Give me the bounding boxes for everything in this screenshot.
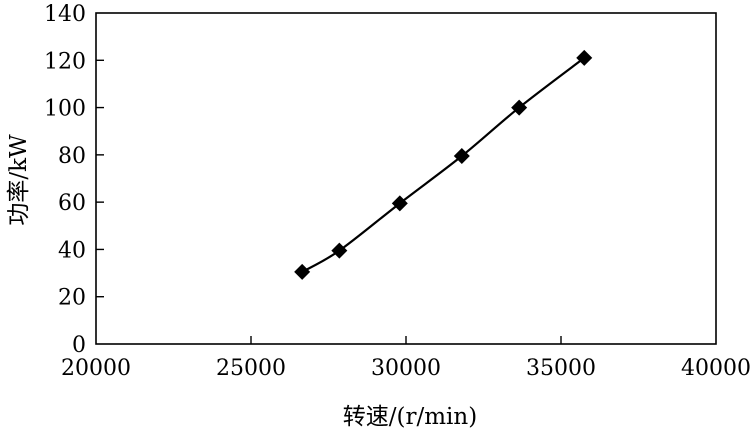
y-tick-label: 40 bbox=[58, 238, 86, 263]
y-axis-label: 功率/kW bbox=[6, 134, 32, 226]
data-point-marker bbox=[391, 195, 408, 212]
y-tick-label: 80 bbox=[58, 144, 86, 169]
y-axis-ticks: 0 20 40 60 80 100 120 140 bbox=[44, 2, 104, 358]
data-point-marker bbox=[331, 242, 348, 259]
data-point-marker bbox=[294, 263, 311, 280]
x-axis-label: 转速/(r/min) bbox=[343, 404, 477, 430]
y-tick-label: 100 bbox=[44, 97, 86, 122]
data-point-marker bbox=[576, 49, 593, 66]
y-tick-label: 20 bbox=[58, 286, 86, 311]
x-axis-ticks: 20000 25000 30000 35000 40000 bbox=[61, 336, 751, 381]
plot-frame bbox=[95, 12, 717, 345]
series-line bbox=[301, 57, 585, 273]
x-tick-label: 30000 bbox=[371, 356, 441, 381]
y-tick-label: 60 bbox=[58, 191, 86, 216]
x-tick-label: 25000 bbox=[216, 356, 286, 381]
y-tick-label: 140 bbox=[44, 2, 86, 27]
x-tick-label: 20000 bbox=[61, 356, 131, 381]
y-tick-label: 120 bbox=[44, 49, 86, 74]
y-tick-label: 0 bbox=[72, 333, 86, 358]
x-tick-label: 35000 bbox=[526, 356, 596, 381]
series-markers bbox=[294, 49, 593, 280]
data-point-marker bbox=[511, 99, 528, 116]
data-point-marker bbox=[453, 148, 470, 165]
x-tick-label: 40000 bbox=[681, 356, 751, 381]
